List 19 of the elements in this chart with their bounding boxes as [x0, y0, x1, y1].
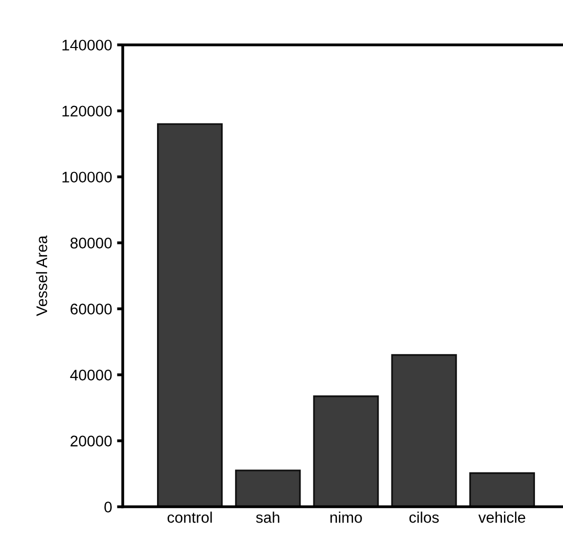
- y-tick-label: 20000: [70, 436, 112, 446]
- y-axis-title: Vessel Area: [36, 235, 48, 316]
- y-tick-label: 140000: [62, 40, 112, 51]
- bar: [157, 123, 223, 507]
- bar: [391, 354, 457, 507]
- y-tick-label: 40000: [70, 370, 112, 380]
- x-tick-label: sah: [256, 512, 280, 523]
- x-tick-label: nimo: [330, 512, 362, 523]
- y-tick-label: 120000: [62, 106, 112, 117]
- y-tick-label: 100000: [62, 172, 112, 183]
- bar: [313, 395, 379, 507]
- bar: [469, 472, 535, 507]
- bar: [235, 470, 301, 507]
- y-tick-label: 80000: [70, 238, 112, 249]
- x-tick-label: control: [168, 512, 212, 523]
- y-tick-label: 60000: [70, 304, 112, 314]
- x-tick-label: vehicle: [478, 512, 526, 523]
- x-tick-label: cilos: [409, 512, 439, 523]
- y-tick-label: 0: [104, 502, 112, 512]
